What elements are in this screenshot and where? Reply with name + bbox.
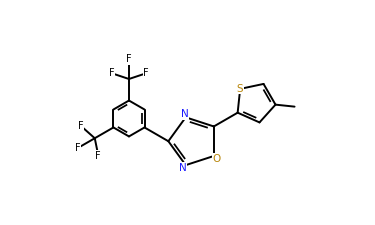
Text: F: F [109,68,115,78]
Text: F: F [95,151,101,161]
Text: F: F [78,121,84,131]
Text: N: N [181,109,188,119]
Text: F: F [126,54,132,64]
Text: F: F [143,68,149,78]
Text: F: F [75,143,81,153]
Text: S: S [237,84,243,94]
Text: O: O [212,154,220,164]
Text: N: N [179,163,187,173]
